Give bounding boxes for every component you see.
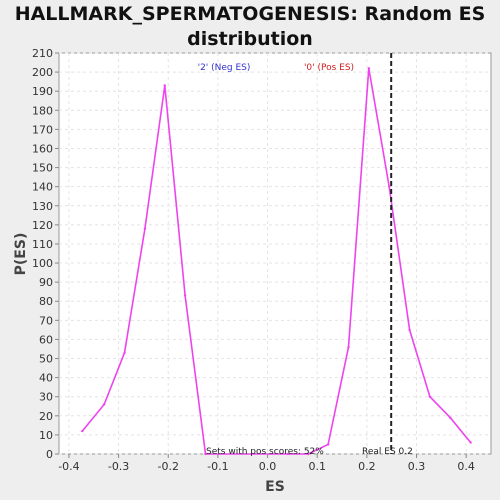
y-tick-label: 130 <box>32 200 53 213</box>
es-distribution-point <box>449 416 452 419</box>
y-tick-label: 210 <box>32 47 53 60</box>
tick-layer: 0 10 20 30 40 50 60 70 80 90 100 110 120 130 140 150 160… <box>32 47 475 473</box>
pos-scores-label: Sets with pos scores: 52% <box>206 447 324 457</box>
y-tick-label: 20 <box>39 410 53 423</box>
chart-title-line-2: distribution <box>187 28 313 50</box>
y-tick-label: 160 <box>32 142 53 155</box>
es-distribution-point <box>143 227 147 230</box>
es-distribution-point <box>204 452 207 456</box>
x-tick-label: 0.1 <box>308 460 326 473</box>
y-tick-label: 0 <box>46 448 53 461</box>
es-distribution-point <box>367 67 371 70</box>
x-tick-label: 0.2 <box>358 460 376 473</box>
x-tick-label: -0.1 <box>207 460 228 473</box>
pos-es-label: '0' (Pos ES) <box>304 63 354 73</box>
es-distribution-point <box>123 351 126 354</box>
y-tick-label: 110 <box>32 238 53 251</box>
x-tick-label: 0.0 <box>259 460 277 473</box>
y-tick-label: 100 <box>32 257 53 270</box>
plot-area <box>58 52 492 455</box>
y-tick-label: 200 <box>32 66 53 79</box>
es-distribution-point <box>347 345 350 349</box>
y-tick-label: 30 <box>39 391 53 404</box>
y-tick-label: 40 <box>39 372 53 385</box>
y-tick-label: 10 <box>39 429 53 442</box>
y-tick-label: 90 <box>39 276 53 289</box>
y-tick-label: 180 <box>32 104 53 117</box>
grid-layer <box>59 52 491 455</box>
chart-title-line-1: HALLMARK_SPERMATOGENESIS: Random ES <box>14 3 486 25</box>
y-tick-label: 80 <box>39 295 53 308</box>
es-distribution-point <box>286 452 290 456</box>
x-tick-label: 0.4 <box>457 460 475 473</box>
es-distribution-point <box>307 452 310 456</box>
y-tick-label: 70 <box>39 314 53 327</box>
chart-title: HALLMARK_SPERMATOGENESIS: Random ES dist… <box>0 2 500 52</box>
es-distribution-point <box>81 429 84 433</box>
y-tick-label: 120 <box>32 219 53 232</box>
y-tick-label: 140 <box>32 181 53 194</box>
series-layer <box>81 53 472 456</box>
y-tick-label: 190 <box>32 85 53 98</box>
x-axis-label: ES <box>265 479 285 495</box>
x-tick-label: 0.3 <box>408 460 426 473</box>
es-distribution-point <box>428 395 432 398</box>
x-tick-label: -0.3 <box>108 460 129 473</box>
y-tick-label: 170 <box>32 123 53 136</box>
es-distribution-point <box>408 328 411 332</box>
es-distribution-point <box>469 441 472 444</box>
es-distribution-point <box>326 443 330 446</box>
es-distribution-point <box>102 403 106 406</box>
y-tick-label: 150 <box>32 162 53 175</box>
y-tick-label: 60 <box>39 333 53 346</box>
real-es-label: Real ES 0.2 <box>362 447 413 457</box>
es-distribution-point <box>388 185 391 188</box>
es-distribution-point <box>163 84 166 87</box>
y-tick-label: 50 <box>39 353 53 366</box>
es-distribution-point <box>183 294 187 297</box>
neg-es-label: '2' (Neg ES) <box>198 63 251 73</box>
x-tick-label: -0.4 <box>58 460 79 473</box>
x-tick-label: -0.2 <box>158 460 179 473</box>
y-axis-label: P(ES) <box>13 233 29 276</box>
